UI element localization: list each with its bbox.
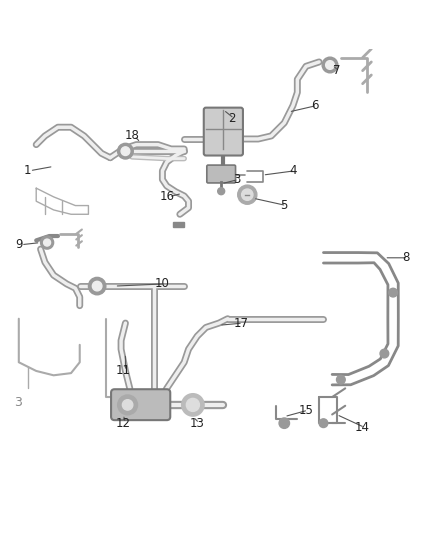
Text: 10: 10: [155, 277, 170, 290]
Circle shape: [88, 277, 106, 295]
Text: 13: 13: [190, 417, 205, 430]
Circle shape: [121, 147, 130, 156]
Circle shape: [118, 395, 137, 415]
Text: 4: 4: [289, 164, 297, 177]
FancyBboxPatch shape: [207, 165, 236, 183]
FancyBboxPatch shape: [204, 108, 243, 156]
Text: 3: 3: [14, 396, 22, 409]
Circle shape: [41, 236, 53, 249]
Text: 15: 15: [299, 403, 314, 417]
Circle shape: [122, 400, 133, 410]
Circle shape: [186, 398, 199, 411]
Circle shape: [322, 57, 338, 73]
Text: 3: 3: [233, 173, 240, 186]
Text: 9: 9: [15, 238, 22, 251]
Circle shape: [380, 349, 389, 358]
Text: 6: 6: [311, 99, 318, 112]
Text: 18: 18: [124, 130, 139, 142]
Text: 8: 8: [403, 251, 410, 264]
Text: 5: 5: [281, 199, 288, 212]
Text: 11: 11: [116, 365, 131, 377]
Circle shape: [117, 143, 133, 159]
Circle shape: [389, 288, 397, 297]
Circle shape: [92, 281, 102, 291]
Circle shape: [279, 418, 290, 429]
Text: 7: 7: [333, 64, 340, 77]
Circle shape: [218, 188, 225, 195]
Text: 2: 2: [228, 112, 236, 125]
Text: 12: 12: [116, 417, 131, 430]
Circle shape: [319, 419, 328, 427]
Circle shape: [44, 239, 50, 246]
Text: 1: 1: [24, 164, 31, 177]
Text: 14: 14: [355, 421, 370, 434]
FancyBboxPatch shape: [111, 389, 170, 420]
Circle shape: [325, 61, 334, 69]
Circle shape: [182, 394, 204, 416]
Text: 16: 16: [159, 190, 174, 204]
Bar: [173, 222, 184, 228]
Circle shape: [336, 375, 345, 384]
Text: 17: 17: [233, 317, 248, 329]
Circle shape: [238, 185, 257, 204]
Circle shape: [242, 189, 253, 200]
